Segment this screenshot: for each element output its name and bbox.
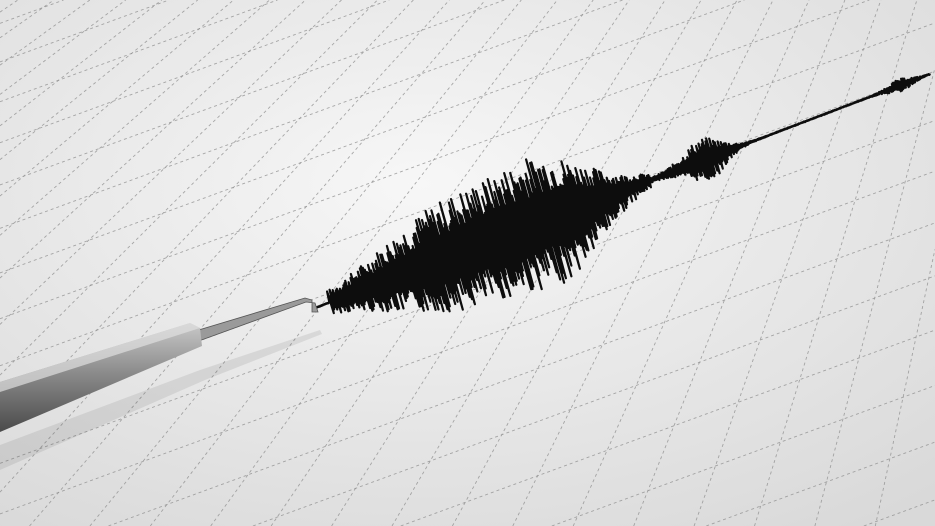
grid-line-horizontal xyxy=(863,499,935,526)
grid-line-vertical xyxy=(452,0,738,526)
grid-line-vertical xyxy=(0,0,342,325)
grid-line-vertical xyxy=(0,0,19,13)
grid-line-horizontal xyxy=(0,0,278,103)
grid-line-horizontal xyxy=(0,170,935,515)
grid-line-horizontal xyxy=(0,0,870,320)
grid-line-horizontal xyxy=(0,70,935,415)
grid-line-vertical xyxy=(633,0,846,526)
grid-line-vertical xyxy=(0,0,162,127)
grid-line-vertical xyxy=(0,0,91,66)
grid-line-horizontal xyxy=(0,0,745,274)
stylus-shadow xyxy=(0,330,322,470)
grid-line-vertical xyxy=(814,67,935,526)
grid-line-vertical xyxy=(0,0,378,376)
grid-line-horizontal xyxy=(0,0,623,229)
grid-line-vertical xyxy=(572,0,810,526)
grid-line-vertical xyxy=(512,0,774,526)
grid-line-vertical xyxy=(149,0,558,526)
grid-line-horizontal xyxy=(0,0,64,24)
grid-line-horizontal xyxy=(0,120,935,464)
grid-line-vertical xyxy=(0,0,198,160)
grid-line-vertical xyxy=(89,0,522,526)
grid-line-vertical xyxy=(0,0,126,95)
stylus-arm xyxy=(0,323,202,432)
grid-line-horizontal xyxy=(108,222,935,526)
grid-line-horizontal xyxy=(400,329,935,526)
grid-line-vertical xyxy=(0,0,234,197)
stylus-arm-highlight xyxy=(0,323,200,392)
grid-line-vertical xyxy=(874,249,935,526)
grid-line-horizontal xyxy=(252,275,935,526)
grid-line-vertical xyxy=(0,0,55,39)
grid-line-horizontal xyxy=(551,385,935,526)
stylus-needle xyxy=(191,297,319,343)
grid-line-vertical xyxy=(29,0,486,526)
grid-line-horizontal xyxy=(706,441,935,526)
seismic-trace xyxy=(314,73,931,315)
grid-line-vertical xyxy=(331,0,666,526)
grid-line-vertical xyxy=(0,0,306,279)
grid-line-horizontal xyxy=(0,22,935,367)
